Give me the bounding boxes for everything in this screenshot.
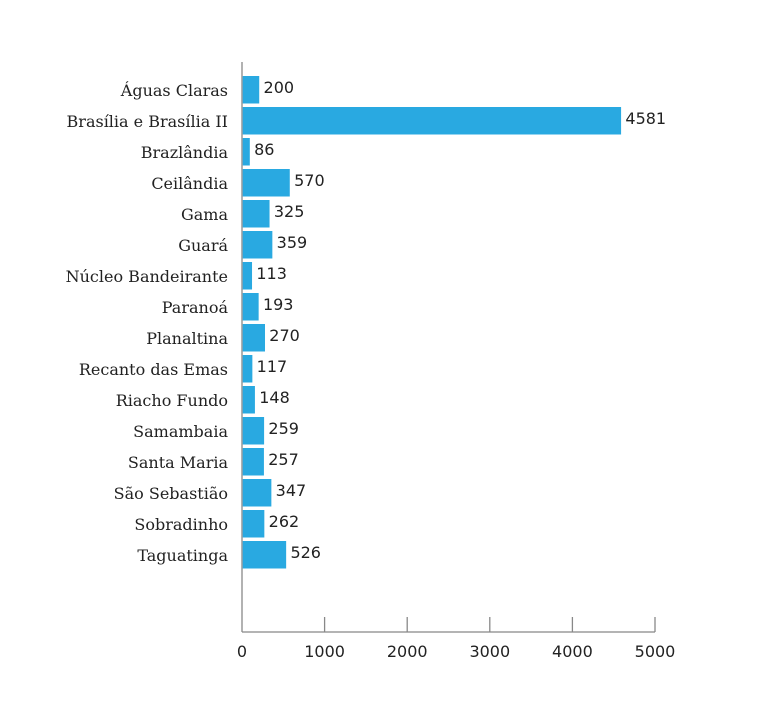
category-label: Riacho Fundo bbox=[116, 391, 228, 410]
bar bbox=[242, 355, 253, 383]
category-label: Santa Maria bbox=[128, 453, 229, 472]
bar bbox=[242, 541, 287, 569]
category-label: Guará bbox=[178, 236, 228, 255]
data-label: 526 bbox=[290, 543, 321, 562]
x-tick-label: 4000 bbox=[552, 642, 593, 661]
category-label: Gama bbox=[181, 205, 228, 224]
category-label: Recanto das Emas bbox=[79, 360, 228, 379]
bar bbox=[242, 262, 253, 290]
category-label: São Sebastião bbox=[114, 484, 228, 503]
category-label: Taguatinga bbox=[137, 546, 228, 565]
bar bbox=[242, 76, 260, 104]
category-label: Sobradinho bbox=[134, 515, 228, 534]
category-label: Paranoá bbox=[162, 298, 229, 317]
x-tick-label: 5000 bbox=[635, 642, 676, 661]
data-label: 270 bbox=[269, 326, 300, 345]
data-label: 347 bbox=[276, 481, 307, 500]
x-tick-label: 1000 bbox=[304, 642, 345, 661]
data-label: 117 bbox=[257, 357, 288, 376]
category-label: Núcleo Bandeirante bbox=[66, 267, 228, 286]
x-tick-label: 2000 bbox=[387, 642, 428, 661]
x-tick-label: 0 bbox=[237, 642, 247, 661]
bar bbox=[242, 138, 250, 166]
data-label: 148 bbox=[259, 388, 290, 407]
bar bbox=[242, 324, 266, 352]
bar bbox=[242, 169, 290, 197]
bar bbox=[242, 510, 265, 538]
data-label: 570 bbox=[294, 171, 325, 190]
bar bbox=[242, 479, 272, 507]
bar bbox=[242, 417, 265, 445]
data-label: 259 bbox=[268, 419, 299, 438]
x-tick-label: 3000 bbox=[469, 642, 510, 661]
bar bbox=[242, 448, 264, 476]
bar bbox=[242, 293, 259, 321]
category-label: Planaltina bbox=[146, 329, 228, 348]
data-label: 4581 bbox=[625, 109, 666, 128]
category-label: Águas Claras bbox=[120, 80, 228, 100]
data-label: 359 bbox=[277, 233, 308, 252]
category-label: Ceilândia bbox=[151, 174, 228, 193]
bar bbox=[242, 200, 270, 228]
data-label: 325 bbox=[274, 202, 305, 221]
bar bbox=[242, 231, 273, 259]
category-label: Brazlândia bbox=[141, 143, 229, 162]
category-label: Brasília e Brasília II bbox=[67, 112, 228, 131]
data-label: 257 bbox=[268, 450, 299, 469]
data-label: 262 bbox=[269, 512, 300, 531]
bar bbox=[242, 386, 255, 414]
data-label: 193 bbox=[263, 295, 294, 314]
category-label: Samambaia bbox=[133, 422, 228, 441]
data-label: 86 bbox=[254, 140, 274, 159]
data-label: 113 bbox=[256, 264, 287, 283]
bar bbox=[242, 107, 622, 135]
data-label: 200 bbox=[264, 78, 295, 97]
